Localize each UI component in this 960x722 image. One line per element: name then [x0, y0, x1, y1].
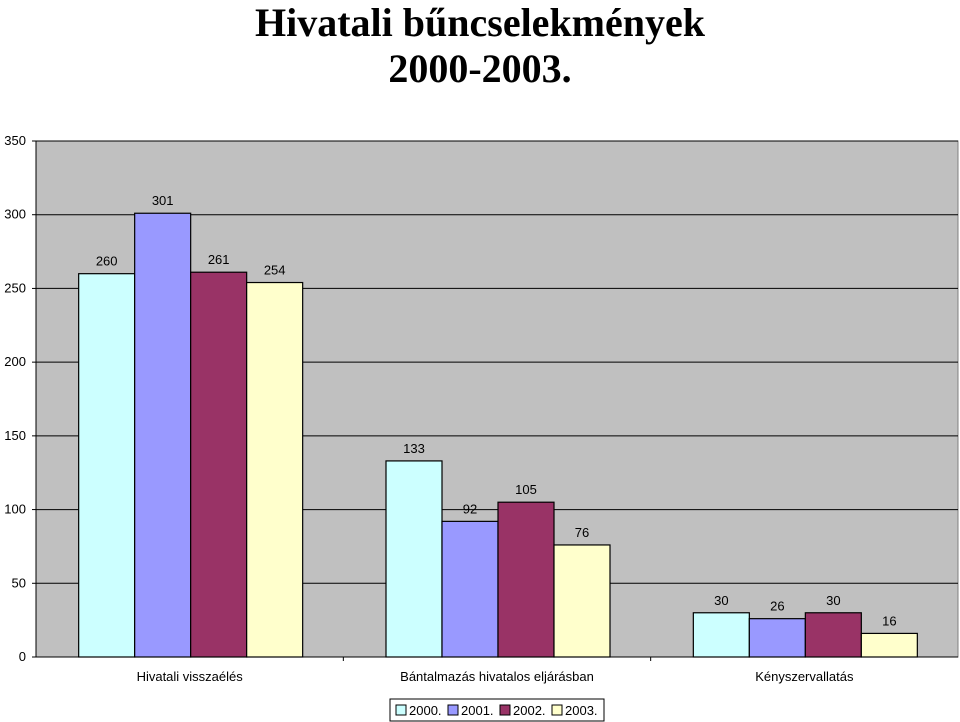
bar — [246, 281, 304, 658]
data-label: 261 — [208, 252, 230, 267]
legend-swatch — [551, 704, 563, 716]
bar — [497, 501, 555, 658]
y-tick-label: 350 — [4, 133, 26, 148]
bar — [692, 612, 750, 658]
y-tick-label: 50 — [12, 575, 26, 590]
legend-label: 2000. — [409, 703, 442, 718]
data-label: 254 — [264, 263, 286, 278]
y-tick-label: 200 — [4, 354, 26, 369]
data-label: 105 — [515, 482, 537, 497]
data-label: 92 — [463, 501, 477, 516]
bar — [804, 612, 862, 658]
legend-box — [389, 698, 605, 722]
legend-label: 2002. — [513, 703, 546, 718]
legend-swatch — [499, 704, 511, 716]
legend-swatch — [447, 704, 459, 716]
bar — [190, 271, 248, 658]
bar — [748, 618, 806, 658]
chart-title: Hivatali bűncselekmények 2000-2003. — [0, 0, 960, 92]
data-label: 260 — [96, 254, 118, 269]
bar — [860, 632, 918, 658]
legend: 2000. 2001. 2002. 2003. — [389, 698, 605, 722]
legend-label: 2003. — [565, 703, 598, 718]
bar — [441, 520, 499, 658]
bar — [78, 273, 136, 658]
chart-title-line-2: 2000-2003. — [388, 46, 572, 91]
category-label: Bántalmazás hivatalos eljárásban — [400, 669, 594, 684]
bar — [134, 212, 192, 658]
bar — [385, 460, 443, 658]
data-label: 30 — [714, 593, 728, 608]
legend-label: 2001. — [461, 703, 494, 718]
data-label: 76 — [575, 525, 589, 540]
y-tick-label: 250 — [4, 280, 26, 295]
category-label: Hivatali visszaélés — [137, 669, 244, 684]
chart-title-line-1: Hivatali bűncselekmények — [254, 0, 706, 45]
y-tick-label: 100 — [4, 502, 26, 517]
data-label: 26 — [770, 599, 784, 614]
category-label: Kényszervallatás — [755, 669, 854, 684]
y-tick-label: 300 — [4, 207, 26, 222]
y-tick-label: 150 — [4, 428, 26, 443]
data-label: 30 — [826, 593, 840, 608]
legend-swatch — [395, 704, 407, 716]
bar — [553, 544, 611, 658]
data-label: 133 — [403, 441, 425, 456]
data-label: 301 — [152, 193, 174, 208]
data-label: 16 — [882, 613, 896, 628]
y-tick-label: 0 — [19, 649, 26, 664]
